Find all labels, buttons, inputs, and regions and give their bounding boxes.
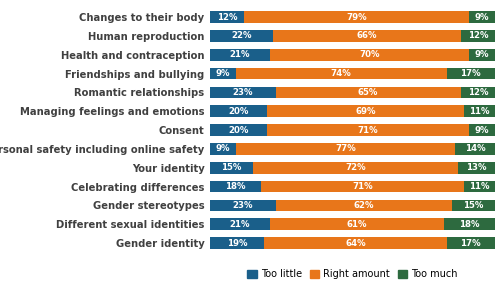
- Text: 9%: 9%: [475, 125, 490, 135]
- Text: 61%: 61%: [346, 220, 367, 229]
- Bar: [458, 162, 495, 173]
- Bar: [464, 105, 495, 117]
- Text: 79%: 79%: [346, 13, 367, 22]
- Text: 12%: 12%: [468, 32, 488, 40]
- Bar: [470, 11, 495, 23]
- Bar: [210, 237, 264, 249]
- Bar: [210, 199, 276, 211]
- Text: 15%: 15%: [221, 163, 242, 172]
- Text: 62%: 62%: [354, 201, 374, 210]
- Bar: [210, 124, 267, 136]
- Text: 9%: 9%: [475, 13, 490, 22]
- Bar: [276, 87, 461, 98]
- Bar: [210, 218, 270, 230]
- Bar: [210, 11, 244, 23]
- Bar: [272, 30, 461, 42]
- Text: 21%: 21%: [230, 50, 250, 59]
- Bar: [470, 124, 495, 136]
- Bar: [276, 199, 452, 211]
- Bar: [470, 49, 495, 61]
- Text: 17%: 17%: [460, 238, 481, 247]
- Text: 12%: 12%: [217, 13, 238, 22]
- Text: 20%: 20%: [228, 125, 248, 135]
- Text: 12%: 12%: [468, 88, 488, 97]
- Text: 71%: 71%: [352, 182, 373, 191]
- Text: 77%: 77%: [335, 144, 356, 153]
- Text: 66%: 66%: [356, 32, 377, 40]
- Bar: [210, 49, 270, 61]
- Text: 74%: 74%: [330, 69, 351, 78]
- Bar: [264, 237, 446, 249]
- Text: 18%: 18%: [459, 220, 479, 229]
- Text: 15%: 15%: [464, 201, 484, 210]
- Bar: [253, 162, 458, 173]
- Text: 9%: 9%: [475, 50, 490, 59]
- Bar: [267, 105, 464, 117]
- Bar: [267, 124, 470, 136]
- Bar: [210, 181, 262, 192]
- Text: 13%: 13%: [466, 163, 486, 172]
- Bar: [236, 143, 455, 155]
- Bar: [455, 143, 495, 155]
- Text: 14%: 14%: [464, 144, 485, 153]
- Bar: [236, 68, 446, 79]
- Text: 19%: 19%: [227, 238, 248, 247]
- Text: 20%: 20%: [228, 107, 248, 116]
- Bar: [446, 68, 495, 79]
- Text: 11%: 11%: [469, 107, 490, 116]
- Bar: [210, 87, 276, 98]
- Bar: [262, 181, 464, 192]
- Bar: [244, 11, 470, 23]
- Text: 21%: 21%: [230, 220, 250, 229]
- Text: 65%: 65%: [358, 88, 378, 97]
- Text: 17%: 17%: [460, 69, 481, 78]
- Text: 72%: 72%: [345, 163, 366, 172]
- Text: 64%: 64%: [345, 238, 366, 247]
- Text: 70%: 70%: [360, 50, 380, 59]
- Text: 22%: 22%: [231, 32, 252, 40]
- Text: 18%: 18%: [226, 182, 246, 191]
- Text: 9%: 9%: [216, 144, 230, 153]
- Text: 11%: 11%: [469, 182, 490, 191]
- Bar: [444, 218, 495, 230]
- Bar: [210, 143, 236, 155]
- Text: 23%: 23%: [232, 201, 253, 210]
- Bar: [210, 162, 253, 173]
- Text: 71%: 71%: [358, 125, 378, 135]
- Text: 23%: 23%: [232, 88, 253, 97]
- Text: 9%: 9%: [216, 69, 230, 78]
- Bar: [270, 218, 444, 230]
- Bar: [461, 87, 495, 98]
- Bar: [464, 181, 495, 192]
- Bar: [452, 199, 495, 211]
- Bar: [446, 237, 495, 249]
- Bar: [461, 30, 495, 42]
- Text: 69%: 69%: [355, 107, 376, 116]
- Legend: Too little, Right amount, Too much: Too little, Right amount, Too much: [247, 269, 458, 279]
- Bar: [210, 68, 236, 79]
- Bar: [270, 49, 469, 61]
- Bar: [210, 105, 267, 117]
- Bar: [210, 30, 272, 42]
